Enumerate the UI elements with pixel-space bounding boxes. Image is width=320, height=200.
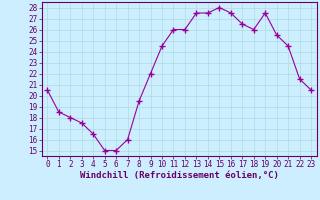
X-axis label: Windchill (Refroidissement éolien,°C): Windchill (Refroidissement éolien,°C) bbox=[80, 171, 279, 180]
